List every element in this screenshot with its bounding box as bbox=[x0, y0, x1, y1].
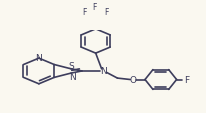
Text: N: N bbox=[35, 53, 42, 62]
Text: F: F bbox=[183, 75, 188, 84]
Text: F: F bbox=[82, 8, 87, 17]
Text: N: N bbox=[68, 73, 75, 81]
Text: O: O bbox=[129, 75, 136, 84]
Text: F: F bbox=[92, 3, 96, 12]
Text: F: F bbox=[104, 8, 108, 17]
Text: S: S bbox=[68, 62, 74, 71]
Text: N: N bbox=[100, 67, 107, 76]
